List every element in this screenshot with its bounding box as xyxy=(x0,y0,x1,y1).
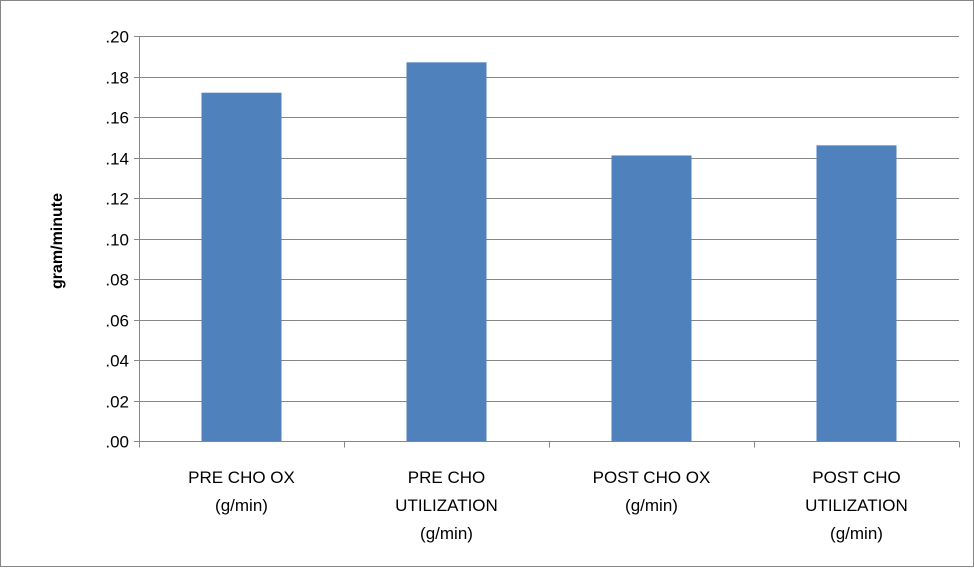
x-category-label: PRE CHO UTILIZATION (g/min) xyxy=(395,468,498,543)
bar xyxy=(201,92,282,441)
y-tick-label: .06 xyxy=(105,312,129,331)
axes xyxy=(134,36,960,448)
x-category-label-line: UTILIZATION xyxy=(395,496,498,515)
y-tick-label: .16 xyxy=(105,109,129,128)
y-tick-label: .02 xyxy=(105,393,129,412)
x-category-label-line: POST CHO OX xyxy=(593,468,711,487)
x-category-label-line: PRE CHO OX xyxy=(188,468,295,487)
x-category-label-line: (g/min) xyxy=(625,496,678,515)
y-tick-label: .18 xyxy=(105,69,129,88)
y-tick-label: .20 xyxy=(105,28,129,47)
x-category-label: POST CHO OX (g/min) xyxy=(593,468,711,515)
x-category-label-line: UTILIZATION xyxy=(805,496,908,515)
x-category-labels: PRE CHO OX (g/min) PRE CHO UTILIZATION (g/mi… xyxy=(188,468,908,543)
bar xyxy=(816,145,897,441)
bars xyxy=(201,62,897,441)
x-category-label: PRE CHO OX (g/min) xyxy=(188,468,295,515)
y-tick-label: .10 xyxy=(105,231,129,250)
x-category-label-line: (g/min) xyxy=(830,524,883,543)
x-category-label-line: POST CHO xyxy=(812,468,900,487)
y-tick-label: .14 xyxy=(105,150,129,169)
x-category-label: POST CHO UTILIZATION (g/min) xyxy=(805,468,908,543)
y-tick-label: .04 xyxy=(105,352,129,371)
y-tick-label: .12 xyxy=(105,190,129,209)
y-axis-title: gram/minute xyxy=(49,193,66,289)
x-category-label-line: (g/min) xyxy=(420,524,473,543)
y-tick-label: .00 xyxy=(105,433,129,452)
y-tick-label: .08 xyxy=(105,271,129,290)
x-category-label-line: PRE CHO xyxy=(408,468,485,487)
y-tick-labels: .00 .02 .04 .06 .08 .10 .12 .14 .16 .18 .20 xyxy=(105,28,129,452)
x-category-label-line: (g/min) xyxy=(215,496,268,515)
bar xyxy=(611,155,692,441)
bar xyxy=(406,62,487,441)
